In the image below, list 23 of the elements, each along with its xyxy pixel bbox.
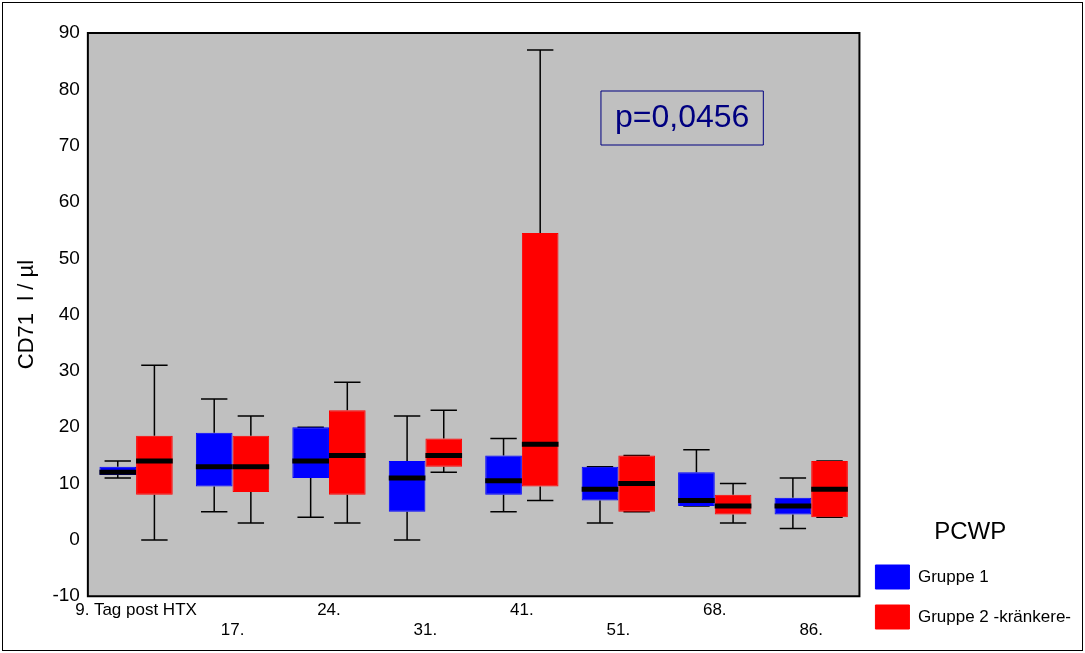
y-axis-title: CD71 l / µl: [13, 259, 39, 370]
x-tick-label: 31.: [413, 620, 438, 640]
x-tick-label: 68.: [702, 600, 727, 620]
y-tick-label: 0: [69, 528, 80, 550]
x-tick-label: 17.: [220, 620, 245, 640]
legend-label: Gruppe 2 -kränkere-: [917, 606, 1072, 626]
y-tick-label: 10: [58, 471, 80, 493]
y-tick-label: 40: [58, 302, 80, 324]
y-tick-label: 90: [58, 21, 80, 43]
x-tick-label: 9. Tag post HTX: [75, 600, 197, 620]
x-tick-label: 41.: [510, 600, 534, 620]
y-tick-label: 30: [58, 359, 80, 381]
annotation: p=0,0456: [614, 97, 750, 134]
legend-title: PCWP: [934, 516, 1007, 544]
y-tick-label: 50: [58, 246, 80, 268]
x-tick-label: 86.: [799, 620, 824, 640]
y-tick-label: 20: [58, 415, 80, 437]
y-tick-label: 80: [58, 77, 80, 99]
x-tick-label: 24.: [317, 600, 341, 620]
legend-label: Gruppe 1: [917, 566, 989, 586]
x-tick-label: 51.: [606, 620, 631, 640]
y-tick-label: 60: [58, 190, 80, 212]
y-tick-label: 70: [58, 133, 80, 155]
